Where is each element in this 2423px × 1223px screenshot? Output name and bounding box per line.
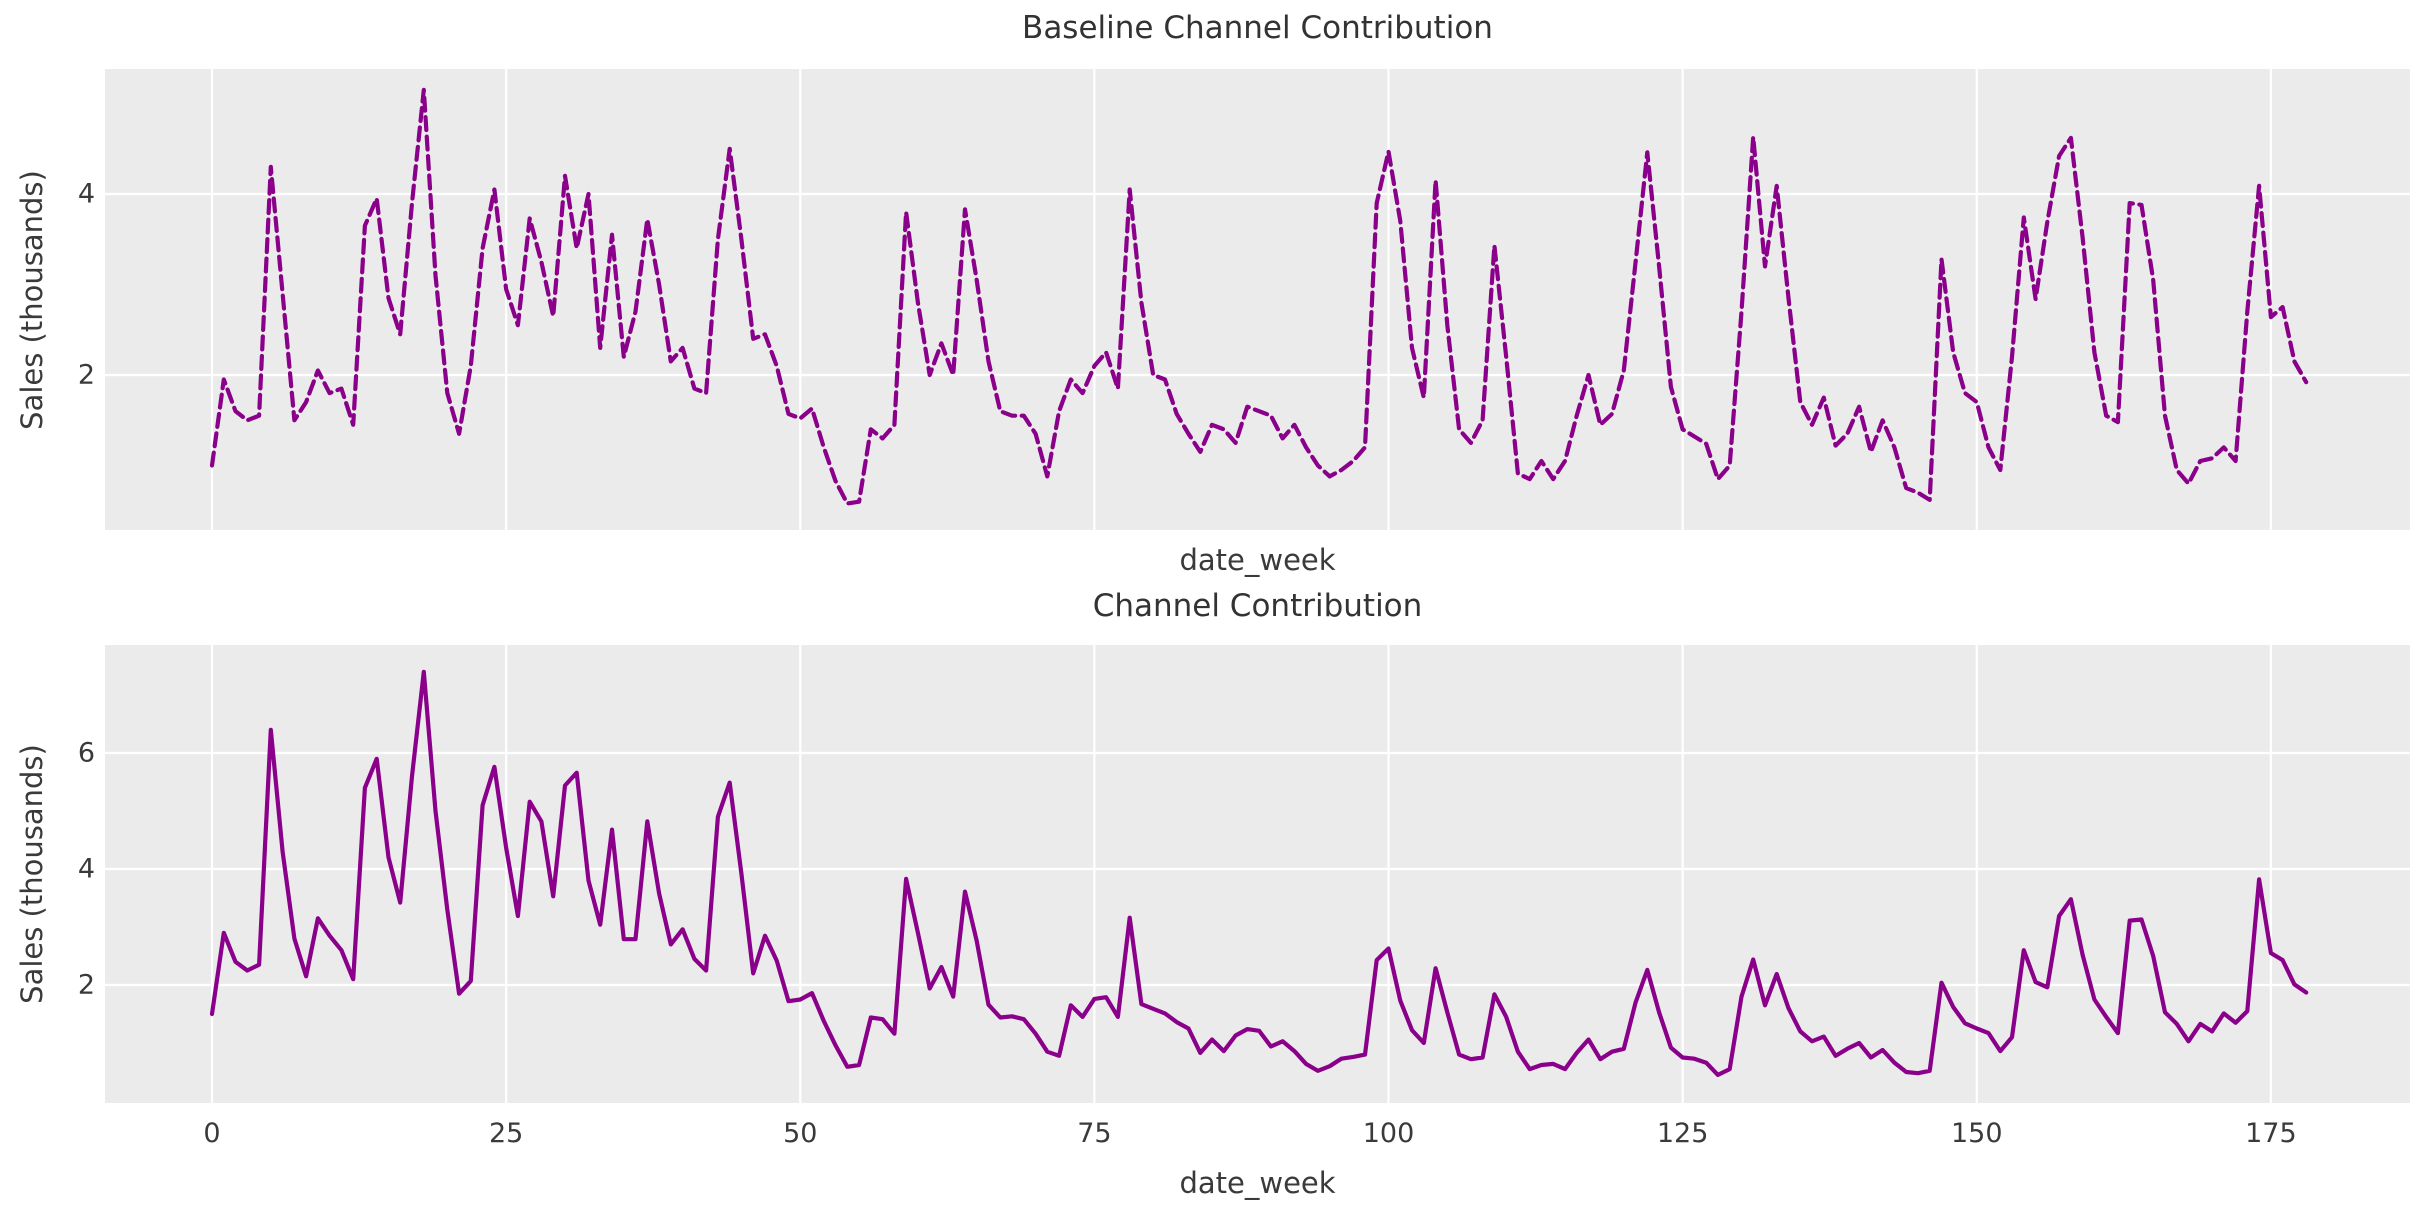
xtick-label: 25 [488, 1118, 524, 1149]
ytick-label: 4 [77, 853, 95, 885]
xtick-label: 175 [2245, 1118, 2297, 1149]
xtick-label: 150 [1950, 1118, 2003, 1149]
bottom-chart-plot-area [105, 645, 2410, 1103]
xtick-label: 0 [203, 1118, 221, 1149]
ytick-label: 6 [77, 737, 95, 769]
xtick-label: 75 [1077, 1118, 1112, 1149]
ytick-label: 4 [77, 178, 95, 210]
ytick-label: 2 [77, 969, 95, 1001]
top-chart-plot-area [105, 69, 2410, 530]
xtick-label: 100 [1362, 1118, 1415, 1149]
xtick-label: 125 [1656, 1118, 1709, 1149]
bottom-chart-xlabel: date_week [1179, 1166, 1336, 1200]
top-chart-title: Baseline Channel Contribution [1022, 10, 1493, 46]
bottom-chart-title: Channel Contribution [1092, 588, 1423, 624]
ytick-label: 2 [77, 359, 95, 391]
top-chart-xlabel: date_week [1179, 543, 1336, 577]
xtick-label: 50 [783, 1118, 818, 1149]
